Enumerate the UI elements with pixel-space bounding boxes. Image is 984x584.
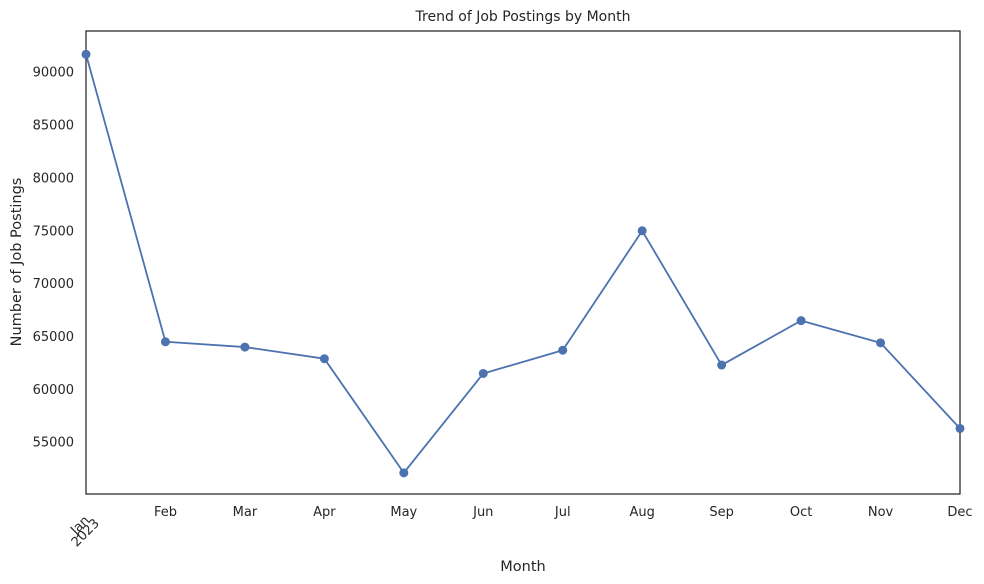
data-point-1 — [160, 337, 170, 347]
data-point-11 — [955, 423, 965, 433]
x-axis-label: Month — [500, 559, 545, 575]
chart-title: Trend of Job Postings by Month — [415, 9, 631, 25]
plot-frame — [85, 30, 961, 495]
y-tick-label-4: 75000 — [33, 224, 74, 239]
series-line-0 — [85, 53, 961, 474]
data-point-10 — [876, 338, 886, 348]
x-tick-label-11: Dec — [947, 505, 972, 520]
y-axis-label: Number of Job Postings — [9, 178, 25, 347]
data-point-9 — [796, 316, 806, 326]
series-group — [81, 49, 965, 478]
x-tick-label-7: Aug — [629, 505, 654, 520]
y-ticks-group: 55000 60000 65000 70000 75000 80000 85000 90000 — [33, 66, 74, 451]
data-point-2 — [240, 342, 250, 352]
x-tick-label-2: Mar — [233, 505, 258, 520]
y-tick-label-0: 55000 — [33, 436, 74, 451]
data-point-4 — [399, 468, 409, 478]
x-tick-label-8: Sep — [709, 505, 734, 520]
data-point-6 — [558, 345, 568, 355]
y-tick-label-2: 65000 — [33, 330, 74, 345]
x-tick-label-6: Jul — [554, 505, 571, 520]
x-tick-label-4: May — [390, 505, 417, 520]
x-tick-label-9: Oct — [790, 505, 812, 520]
data-point-5 — [478, 368, 488, 378]
y-tick-label-6: 85000 — [33, 119, 74, 134]
data-point-3 — [319, 354, 329, 364]
data-point-0 — [81, 49, 91, 59]
y-tick-label-5: 80000 — [33, 171, 74, 186]
x-tick-label-1: Feb — [154, 505, 177, 520]
data-point-8 — [717, 360, 727, 370]
x-tick-label-10: Nov — [868, 505, 894, 520]
y-tick-label-1: 60000 — [33, 383, 74, 398]
x-tick-label-5: Jun — [472, 505, 493, 520]
data-point-7 — [637, 226, 647, 236]
x-tick-label-3: Apr — [313, 505, 336, 520]
y-tick-label-3: 70000 — [33, 277, 74, 292]
y-tick-label-7: 90000 — [33, 66, 74, 81]
